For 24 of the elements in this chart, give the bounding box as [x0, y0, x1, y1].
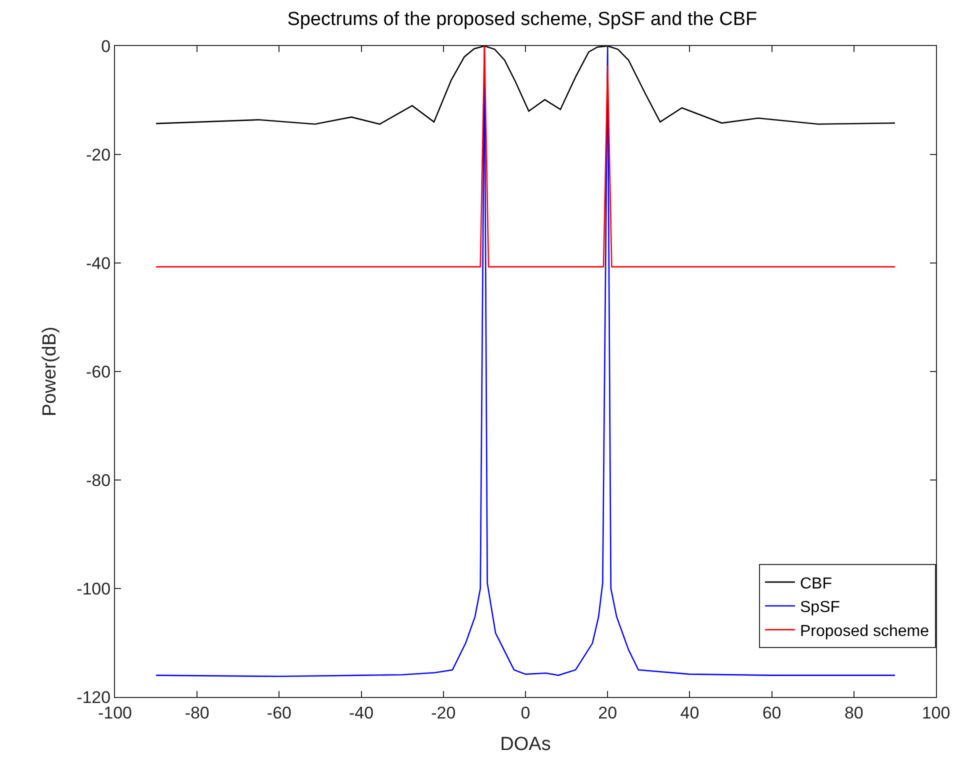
legend-label: CBF — [800, 575, 832, 592]
y-tick-label: -40 — [86, 254, 111, 273]
x-tick-label: 100 — [922, 703, 950, 722]
legend-label: SpSF — [800, 599, 840, 616]
x-tick-label: -40 — [349, 703, 374, 722]
y-axis-title: Power(dB) — [39, 326, 60, 416]
y-tick-label: -20 — [86, 145, 111, 164]
chart-title: Spectrums of the proposed scheme, SpSF and the CBF — [287, 8, 758, 30]
x-tick-label: 80 — [844, 703, 864, 722]
x-tick-label: -20 — [431, 703, 456, 722]
x-tick-label: -60 — [266, 703, 292, 722]
y-tick-label: -60 — [86, 362, 111, 382]
x-tick-label: 0 — [520, 703, 530, 722]
x-axis-title: DOAs — [500, 734, 551, 756]
x-tick-label: -80 — [184, 703, 210, 722]
line-series — [155, 46, 896, 125]
y-tick-label: -100 — [76, 579, 111, 598]
y-tick-label: 0 — [101, 36, 111, 56]
y-tick-label: -80 — [86, 470, 111, 490]
x-tick-label: 20 — [598, 703, 618, 722]
legend-label: Proposed scheme — [800, 622, 930, 640]
x-tick-label: 40 — [680, 703, 700, 722]
x-tick-label: 60 — [762, 703, 782, 722]
y-tick-label: -120 — [76, 688, 111, 707]
